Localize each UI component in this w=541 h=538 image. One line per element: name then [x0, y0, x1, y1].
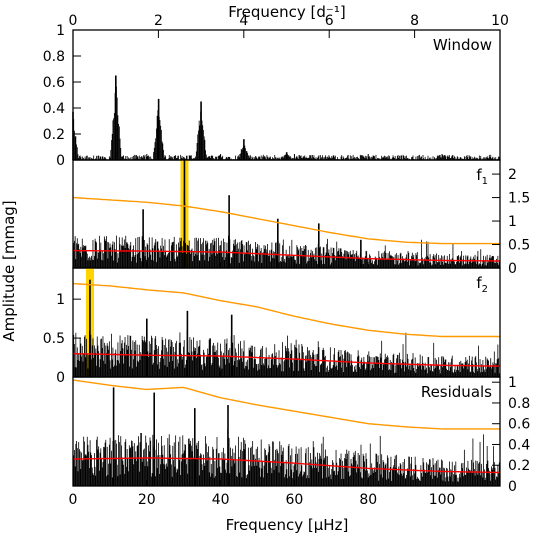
y-tick-label: 0 [56, 370, 65, 386]
y-tick-label: 1.5 [508, 191, 530, 207]
top-x-tick-label: 4 [239, 13, 248, 29]
panel-frame-residuals [72, 376, 501, 487]
y-tick-label: 1 [56, 292, 65, 308]
y-tick-label: 0 [56, 153, 65, 169]
top-x-tick-label: 2 [154, 13, 163, 29]
panel-annotation-subscript: 2 [482, 284, 488, 295]
spectrum-f1 [72, 191, 501, 268]
threshold-curve-f1 [72, 196, 500, 245]
y-tick-label: 2 [508, 167, 517, 183]
left-axis-label: Amplitude [mmag] [0, 200, 18, 341]
bottom-axis-label: Frequency [μHz] [226, 516, 349, 534]
x-tick-label: 40 [212, 492, 230, 508]
x-tick-label: 80 [359, 492, 377, 508]
mean-noise-curve-f2 [72, 352, 500, 367]
panel-annotation-residuals: Residuals [421, 383, 492, 401]
panel-annotation-window: Window [433, 36, 492, 54]
x-tick-label: 0 [69, 492, 78, 508]
panel-f1: 0 0.5 1 1.5 2 f1 [72, 159, 530, 277]
top-x-tick-label: 10 [491, 13, 509, 29]
y-tick-label: 1 [508, 375, 517, 391]
threshold-curve-f2 [72, 282, 500, 338]
y-tick-label: 1 [56, 23, 65, 39]
x-tick-label: 60 [286, 492, 304, 508]
panel-window: 0 0.2 0.4 0.6 0.8 1 Window 0 2 4 6 8 10 [43, 13, 509, 169]
panel-annotation-subscript: 1 [482, 176, 488, 187]
panel-annotation-f2: f2 [476, 274, 488, 295]
y-tick-label: 1 [508, 214, 517, 230]
mean-noise-curve-residuals [73, 457, 501, 474]
top-axis-label: Frequency [d⁻¹] [228, 3, 345, 21]
y-tick-label: 0.8 [508, 396, 530, 412]
x-tick-label: 100 [429, 492, 456, 508]
y-tick-label: 0.8 [43, 49, 65, 65]
y-tick-label: 0.4 [43, 101, 65, 117]
y-tick-label: 0 [508, 479, 517, 495]
top-x-tick-label: 6 [325, 13, 334, 29]
y-tick-label: 0.6 [43, 75, 65, 91]
panel-annotation-f1: f1 [476, 166, 488, 187]
mean-noise-curve-f1 [73, 249, 501, 262]
spectrum-residuals [72, 397, 501, 486]
threshold-curve-residuals [72, 379, 500, 430]
y-tick-label: 0.4 [508, 437, 530, 453]
y-tick-label: 0.6 [508, 417, 530, 433]
spectrum-window [72, 86, 501, 160]
y-tick-label: 0.2 [43, 127, 65, 143]
y-tick-label: 0 [508, 261, 517, 277]
top-x-tick-label: 0 [69, 13, 78, 29]
panel-f2: 0 0.5 1 f2 [43, 267, 501, 386]
spectrum-f2 [72, 303, 501, 377]
y-tick-label: 0.5 [508, 238, 530, 254]
y-tick-label: 0.2 [508, 458, 530, 474]
top-x-tick-label: 8 [410, 13, 419, 29]
y-tick-label: 0.5 [43, 331, 65, 347]
panel-residuals: 0 0.2 0.4 0.6 0.8 1 Residuals 0 20 40 60 80 100 [69, 375, 531, 508]
x-tick-label: 20 [138, 492, 156, 508]
